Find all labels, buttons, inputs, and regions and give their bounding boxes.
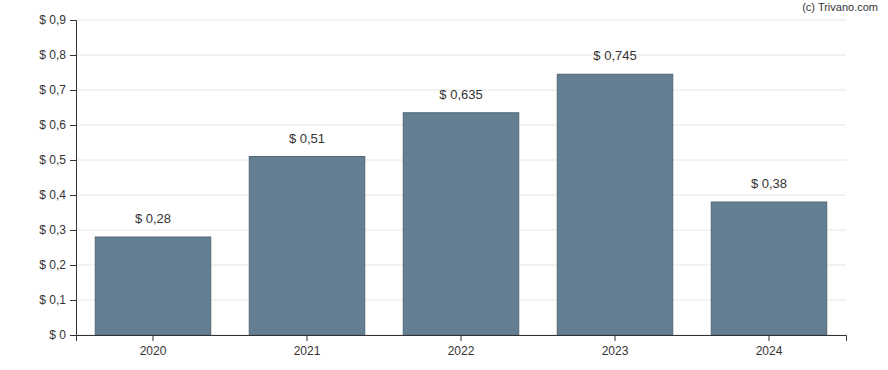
y-tick: $ 0,5 [39, 153, 76, 167]
y-tick-mark [70, 300, 76, 301]
bar [711, 202, 827, 335]
y-tick: $ 0,2 [39, 258, 76, 272]
x-tick-label: 2024 [756, 344, 783, 358]
x-tick-label: 2020 [140, 344, 167, 358]
y-tick-mark [70, 160, 76, 161]
x-tick: 2023 [602, 335, 629, 358]
y-tick: $ 0,7 [39, 83, 76, 97]
y-tick-mark [70, 230, 76, 231]
x-tick-label: 2021 [294, 344, 321, 358]
data-label: $ 0,38 [751, 176, 787, 191]
y-tick-mark [70, 90, 76, 91]
x-axis: 2020 2021 2022 2023 2024 [77, 335, 847, 358]
y-tick-label: $ 0,9 [39, 13, 66, 27]
y-tick: $ 0,6 [39, 118, 76, 132]
data-labels: $ 0,28 $ 0,51 $ 0,635 $ 0,745 $ 0,38 [135, 48, 787, 226]
y-tick-mark [70, 195, 76, 196]
x-axis-line [77, 336, 847, 342]
y-tick: $ 0,4 [39, 188, 76, 202]
y-tick-mark [70, 20, 76, 21]
chart: $ 0 $ 0,1 $ 0,2 $ 0,3 $ 0,4 $ 0,5 $ 0,6 $ 0,7 $ … [0, 0, 888, 370]
bars [95, 74, 827, 335]
y-tick-mark [70, 335, 76, 336]
y-tick-label: $ 0,7 [39, 83, 66, 97]
y-tick-label: $ 0,3 [39, 223, 66, 237]
x-tick-mark [153, 335, 154, 341]
y-tick-label: $ 0,1 [39, 293, 66, 307]
bar [249, 157, 365, 336]
data-label: $ 0,745 [593, 48, 636, 63]
y-tick-mark [70, 265, 76, 266]
x-tick-label: 2022 [448, 344, 475, 358]
y-tick: $ 0 [49, 328, 76, 342]
y-axis-line [70, 21, 77, 336]
grid [76, 20, 846, 335]
y-axis: $ 0 $ 0,1 $ 0,2 $ 0,3 $ 0,4 $ 0,5 $ 0,6 $ 0,7 $ … [39, 13, 76, 342]
x-tick-mark [769, 335, 770, 341]
x-tick-mark [615, 335, 616, 341]
data-label: $ 0,51 [289, 131, 325, 146]
x-tick-label: 2023 [602, 344, 629, 358]
grid-line [76, 55, 846, 56]
x-tick-mark [461, 335, 462, 341]
y-tick-mark [70, 125, 76, 126]
bar [95, 237, 211, 335]
data-label: $ 0,28 [135, 211, 171, 226]
y-tick-label: $ 0,8 [39, 48, 66, 62]
y-tick: $ 0,3 [39, 223, 76, 237]
x-tick: 2020 [140, 335, 167, 358]
y-tick-label: $ 0,6 [39, 118, 66, 132]
x-tick-mark [307, 335, 308, 341]
y-tick-label: $ 0 [49, 328, 66, 342]
data-label: $ 0,635 [439, 87, 482, 102]
annotation: (c) Trivano.com [802, 1, 878, 13]
x-tick: 2022 [448, 335, 475, 358]
x-tick: 2024 [756, 335, 783, 358]
y-tick-mark [70, 55, 76, 56]
y-tick-label: $ 0,5 [39, 153, 66, 167]
y-tick: $ 0,1 [39, 293, 76, 307]
bar [403, 113, 519, 335]
y-tick: $ 0,9 [39, 13, 76, 27]
grid-line [76, 20, 846, 21]
y-tick-label: $ 0,4 [39, 188, 66, 202]
y-tick-label: $ 0,2 [39, 258, 66, 272]
y-tick: $ 0,8 [39, 48, 76, 62]
x-tick: 2021 [294, 335, 321, 358]
bar [557, 74, 673, 335]
